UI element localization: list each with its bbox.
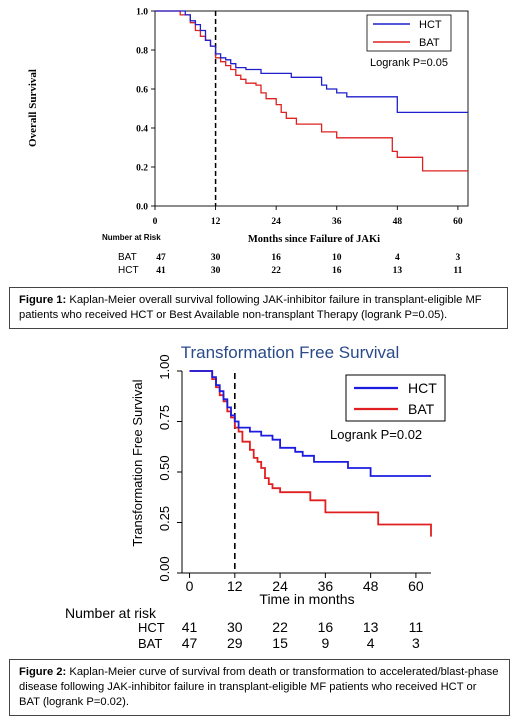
figure-1-caption-text: Kaplan-Meier overall survival following … — [19, 294, 482, 321]
risk-count: 41 — [156, 266, 166, 276]
risk-row-bat-label: BAT — [118, 252, 137, 263]
chart1-legend: HCT BAT — [366, 14, 452, 52]
figure-1-panel: 0.0 0.2 0.4 0.6 0.8 1.0 0 12 24 36 48 60 HCT BAT Lo… — [0, 0, 520, 285]
risk-row-hct-label-2: HCT — [138, 620, 165, 635]
risk-count: 3 — [456, 253, 461, 263]
figure-1-caption: Figure 1: Kaplan-Meier overall survival … — [9, 287, 508, 329]
risk-count: 4 — [395, 253, 400, 263]
y-tick-label: 0.50 — [157, 455, 172, 480]
x-tick-label: 24 — [271, 217, 281, 227]
survival-curve-2-bat — [189, 370, 432, 537]
y-tick-label: 0.0 — [136, 203, 148, 213]
risk-count-2: 29 — [227, 635, 243, 651]
overall-survival-chart: 0.0 0.2 0.4 0.6 0.8 1.0 0 12 24 36 48 60 HCT BAT Lo… — [27, 8, 469, 276]
risk-count: 22 — [271, 266, 281, 276]
figure-2-caption-label: Figure 2: — [19, 666, 67, 678]
legend-label-hct: HCT — [419, 19, 442, 31]
x-tick-label: 36 — [318, 578, 334, 594]
legend2-label-bat: BAT — [408, 401, 435, 417]
risk-count: 16 — [271, 253, 281, 263]
risk-row-hct-label: HCT — [118, 265, 139, 276]
y-tick-label: 0.6 — [136, 86, 148, 96]
y-axis-label: Overall Survival — [27, 69, 39, 147]
legend-label-bat: BAT — [419, 37, 440, 49]
x-tick-label: 0 — [153, 217, 158, 227]
risk-count-2: 16 — [318, 619, 334, 635]
risk-count: 30 — [211, 266, 221, 276]
x-tick-label: 0 — [186, 578, 194, 594]
x-tick-label: 60 — [453, 217, 463, 227]
x-tick-label: 36 — [332, 217, 342, 227]
risk-count-2: 15 — [272, 635, 288, 651]
transformation-free-survival-chart: Transformation Free Survival 0.00 0.25 0.5… — [65, 343, 446, 651]
risk-count: 13 — [393, 266, 403, 276]
risk-count: 10 — [332, 253, 342, 263]
x-tick-label: 48 — [363, 578, 379, 594]
logrank-annotation-2: Logrank P=0.02 — [330, 427, 422, 442]
x-axis-label: Months since Failure of JAKi — [248, 234, 380, 245]
x-tick-label: 12 — [211, 217, 221, 227]
risk-count-2: 3 — [412, 635, 420, 651]
y-tick-label: 0.2 — [136, 164, 148, 174]
y-tick-label: 0.8 — [136, 47, 148, 57]
x-tick-label: 12 — [227, 578, 243, 594]
risk-table-title-2: Number at risk — [65, 605, 157, 621]
figure-1-caption-label: Figure 1: — [19, 294, 67, 306]
chart2-legend: HCT BAT — [345, 374, 446, 422]
risk-count-2: 13 — [363, 619, 379, 635]
risk-count-2: 30 — [227, 619, 243, 635]
x-tick-label: 24 — [272, 578, 288, 594]
risk-count: 30 — [211, 253, 221, 263]
risk-count: 11 — [453, 266, 462, 276]
risk-row-bat-label-2: BAT — [138, 636, 162, 651]
figure-2-caption-text: Kaplan-Meier curve of survival from deat… — [19, 666, 499, 708]
chart2-title: Transformation Free Survival — [181, 343, 400, 362]
x-axis-label-2: Time in months — [259, 591, 354, 607]
y-tick-label: 0.25 — [157, 506, 172, 531]
risk-count-2: 4 — [367, 635, 375, 651]
risk-count-2: 11 — [409, 619, 424, 635]
legend2-label-hct: HCT — [408, 380, 437, 396]
risk-table-title: Number at Risk — [102, 233, 161, 242]
figure-2-panel: Transformation Free Survival 0.00 0.25 0.5… — [0, 333, 520, 658]
y-tick-label: 0.4 — [136, 125, 148, 135]
risk-count-2: 41 — [182, 619, 198, 635]
plot-frame — [154, 10, 469, 207]
risk-count: 47 — [156, 253, 166, 263]
y-tick-label: 0.75 — [157, 405, 172, 430]
logrank-annotation: Logrank P=0.05 — [370, 57, 448, 69]
y-tick-label: 1.0 — [136, 8, 148, 18]
survival-curve-hct — [155, 10, 468, 114]
y-tick-label: 0.00 — [157, 556, 172, 581]
y-tick-label: 1.00 — [157, 354, 172, 379]
survival-curve-2-hct — [189, 370, 431, 477]
risk-count-2: 47 — [182, 635, 198, 651]
y-axis-label-2: Transformation Free Survival — [130, 379, 145, 546]
survival-curve-bat — [155, 10, 468, 172]
figure-2-caption: Figure 2: Kaplan-Meier curve of survival… — [9, 659, 510, 716]
x-tick-label: 60 — [408, 578, 424, 594]
x-tick-label: 48 — [393, 217, 403, 227]
risk-count-2: 9 — [321, 635, 329, 651]
risk-count: 16 — [332, 266, 342, 276]
risk-count-2: 22 — [272, 619, 288, 635]
